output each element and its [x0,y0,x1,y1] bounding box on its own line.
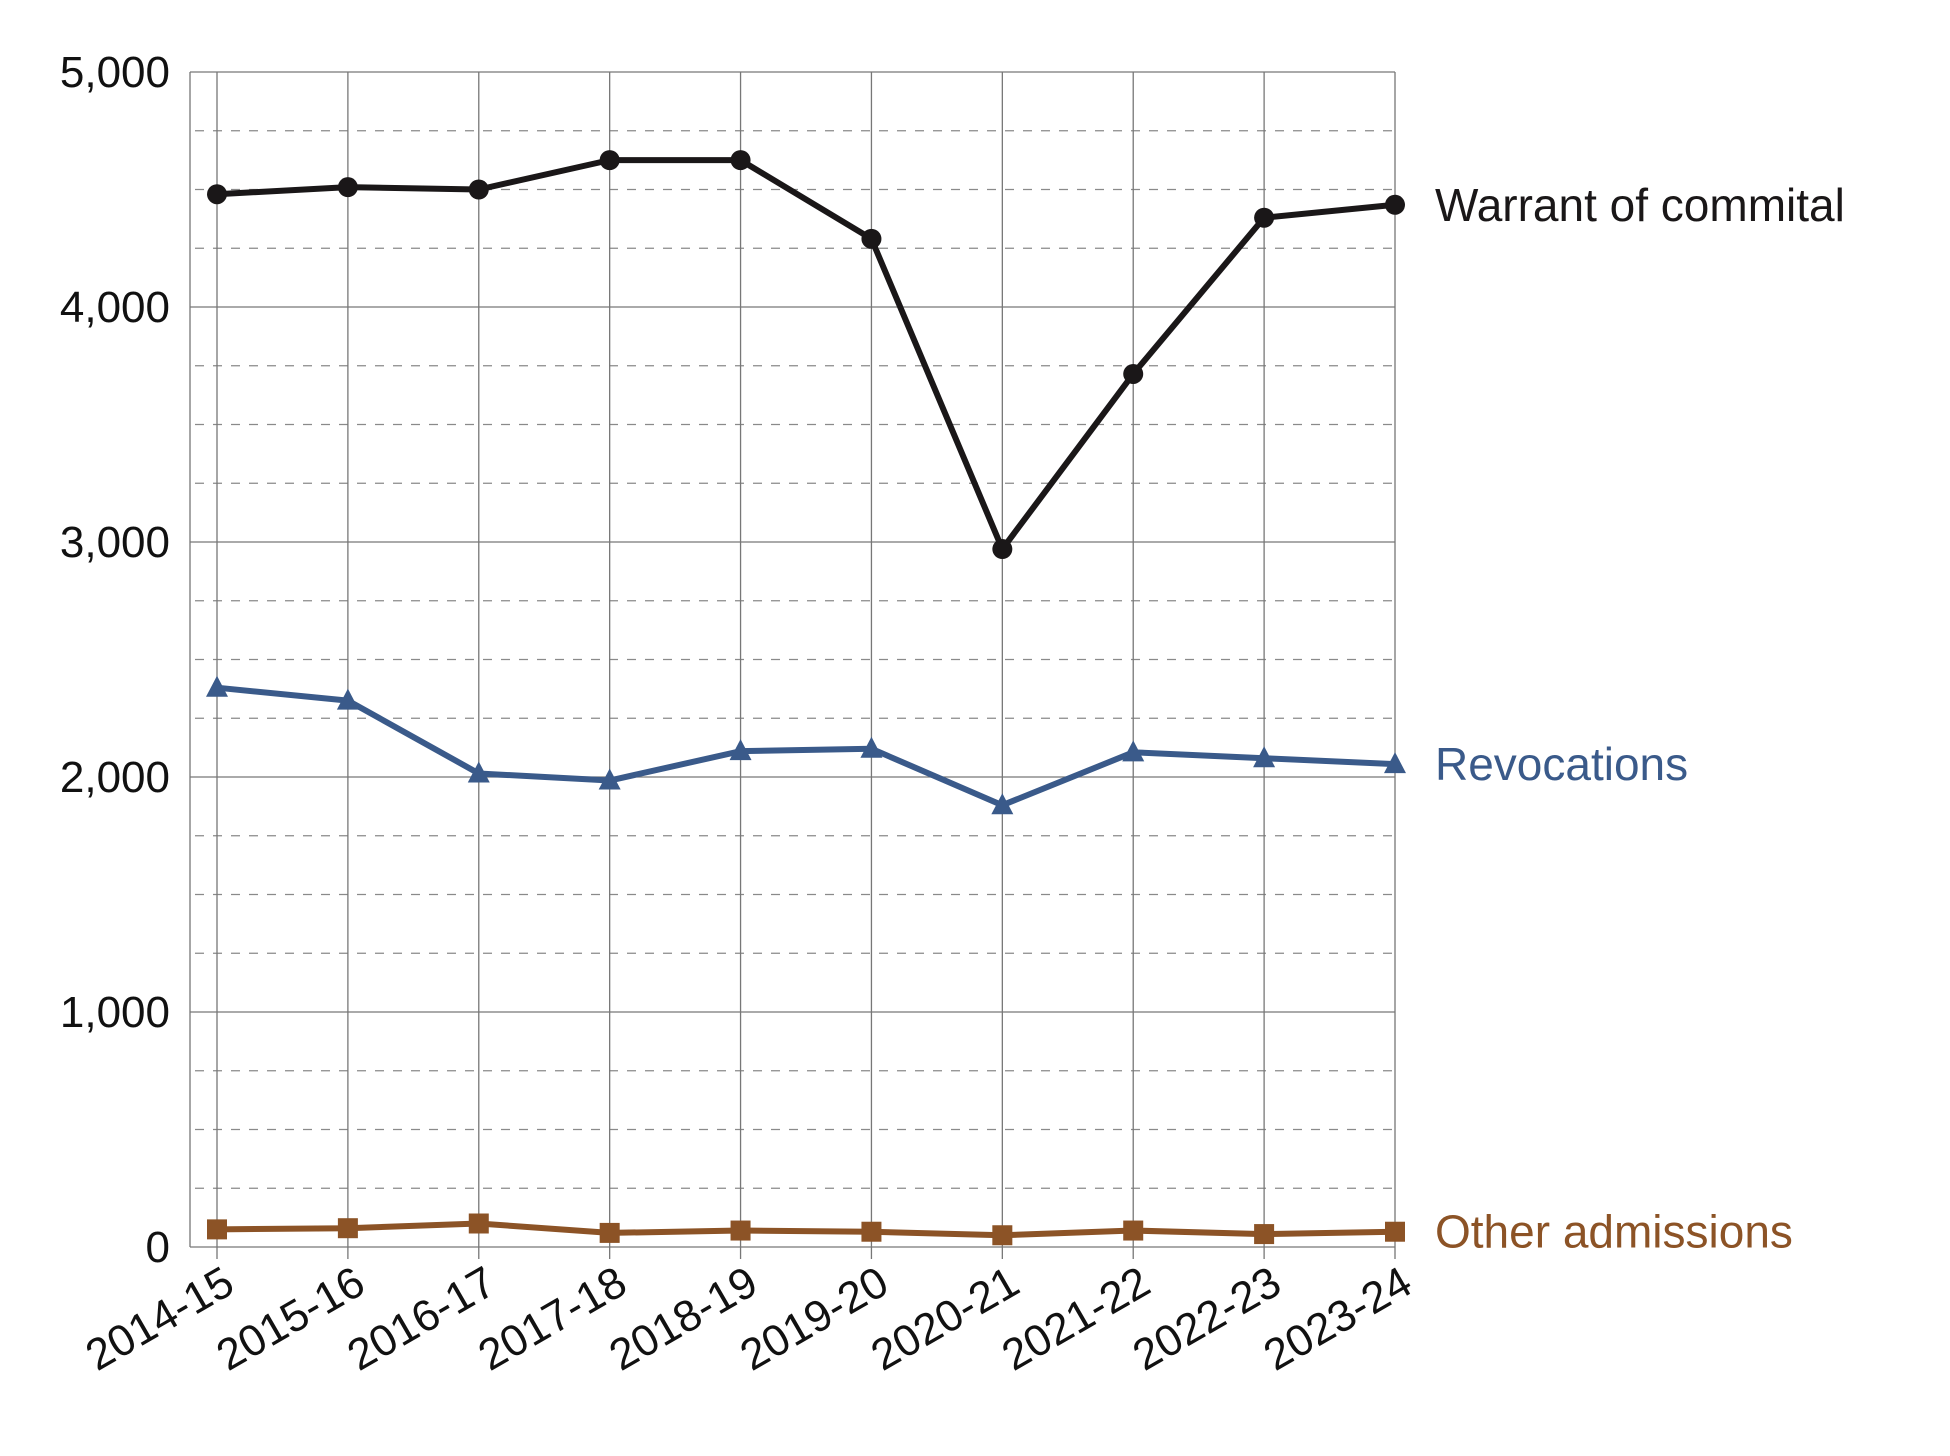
data-point [467,761,490,783]
data-point [861,228,882,249]
data-point [599,1222,620,1243]
data-point [860,736,883,758]
data-point [207,184,227,205]
x-tick-label: 2023-24 [1256,1257,1420,1380]
series-labels: Warrant of commital Revocations Other admi… [1435,179,1845,1258]
data-point [992,1225,1013,1246]
x-tick-label: 2018-19 [601,1257,765,1380]
data-point [729,739,752,761]
data-point [992,539,1013,560]
y-tick-label: 4,000 [60,283,170,332]
data-point [337,1218,358,1239]
data-point [1123,363,1144,384]
data-point [207,1219,227,1240]
y-tick-label: 5,000 [60,48,170,97]
data-point [1254,207,1275,228]
x-tick-label: 2017-18 [470,1257,634,1380]
series-line [214,157,1398,553]
data-point [730,150,751,171]
data-point [336,688,359,710]
data-point [468,1213,489,1234]
data-point [1385,1221,1405,1242]
y-tick-label: 2,000 [60,753,170,802]
series-other-admissions [207,1213,1405,1246]
x-tick-label: 2022-23 [1125,1257,1289,1380]
x-tick-label: 2019-20 [732,1257,896,1380]
data-point [730,1220,751,1241]
series-label: Other admissions [1435,1206,1793,1258]
data-point [468,179,489,200]
data-point [1122,740,1145,762]
data-point [1123,1220,1144,1241]
data-point [1254,1224,1275,1245]
series-revocations [206,675,1406,815]
x-tick-label: 2014-15 [78,1257,242,1380]
data-point [861,1221,882,1242]
y-tick-label: 0 [146,1223,170,1272]
series-group [206,150,1406,1246]
series-line [214,1220,1398,1239]
data-point [599,150,620,171]
data-point [337,177,358,198]
series-label: Warrant of commital [1435,179,1845,231]
y-tick-label: 1,000 [60,988,170,1037]
series-warrant-of-commital [207,150,1405,560]
x-axis-ticks: 2014-152015-162016-172017-182018-192019-… [78,1257,1420,1380]
y-axis-ticks: 0 1,000 2,000 3,000 4,000 5,000 [60,48,170,1272]
x-tick-label: 2015-16 [209,1257,373,1380]
data-point [1384,752,1406,774]
grid [189,71,1396,1259]
series-label: Revocations [1435,738,1688,790]
data-point [1385,194,1405,215]
data-point [598,768,621,790]
x-tick-label: 2020-21 [863,1257,1027,1380]
data-point [206,675,228,697]
y-tick-label: 3,000 [60,518,170,567]
data-point [1253,746,1276,768]
x-tick-label: 2016-17 [339,1257,503,1380]
data-point [991,793,1014,815]
series-line [214,684,1398,809]
x-tick-label: 2021-22 [994,1257,1158,1380]
